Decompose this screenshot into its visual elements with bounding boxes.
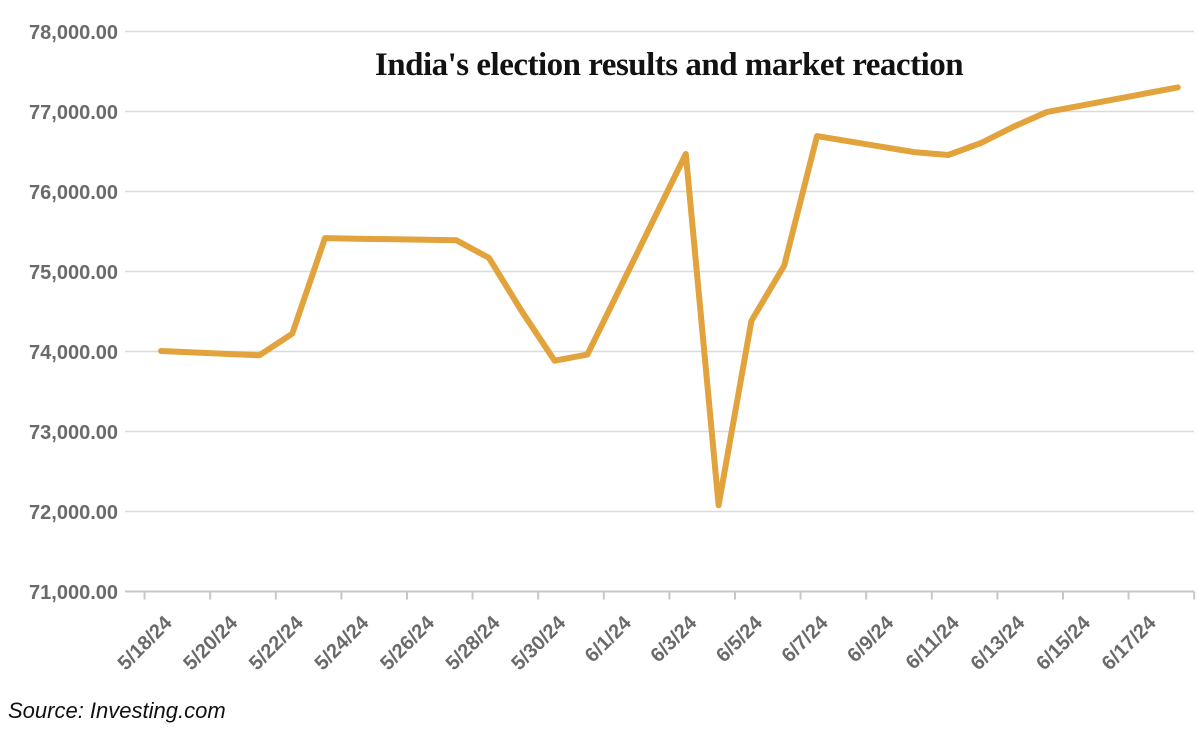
x-axis-tick-label: 6/11/24 <box>902 611 965 674</box>
y-axis-tick-label: 71,000.00 <box>29 582 118 604</box>
x-axis-tick-label: 5/28/24 <box>442 611 505 674</box>
x-axis-tick-label: 6/9/24 <box>843 611 898 666</box>
x-axis-tick-label: 6/5/24 <box>712 611 767 666</box>
source-note: Source: Investing.com <box>8 698 226 723</box>
x-axis-tick-label: 5/22/24 <box>245 611 308 674</box>
x-axis-tick-label: 5/20/24 <box>179 611 242 674</box>
x-axis-tick-label: 6/3/24 <box>646 611 701 666</box>
y-axis-tick-label: 76,000.00 <box>29 182 118 204</box>
y-axis-tick-label: 77,000.00 <box>29 102 118 124</box>
x-axis-tick-label: 6/15/24 <box>1032 611 1095 674</box>
x-axis-tick-label: 5/24/24 <box>311 611 374 674</box>
chart-title: India's election results and market reac… <box>374 47 964 83</box>
y-axis-tick-label: 78,000.00 <box>29 22 118 44</box>
y-axis-tick-label: 74,000.00 <box>29 342 118 364</box>
x-axis-tick-label: 6/7/24 <box>778 611 833 666</box>
x-axis-tick-label: 6/13/24 <box>967 611 1030 674</box>
y-axis-tick-label: 72,000.00 <box>29 502 118 524</box>
x-axis-tick-label: 6/1/24 <box>581 611 636 666</box>
y-axis-tick-label: 73,000.00 <box>29 422 118 444</box>
y-axis-tick-label: 75,000.00 <box>29 262 118 284</box>
sensex-line-series <box>158 84 1181 509</box>
x-axis-tick-label: 6/17/24 <box>1098 611 1161 674</box>
x-axis-tick-label: 5/26/24 <box>376 611 439 674</box>
x-axis-tick-label: 5/30/24 <box>507 611 570 674</box>
x-axis-tick-label: 5/18/24 <box>114 611 177 674</box>
